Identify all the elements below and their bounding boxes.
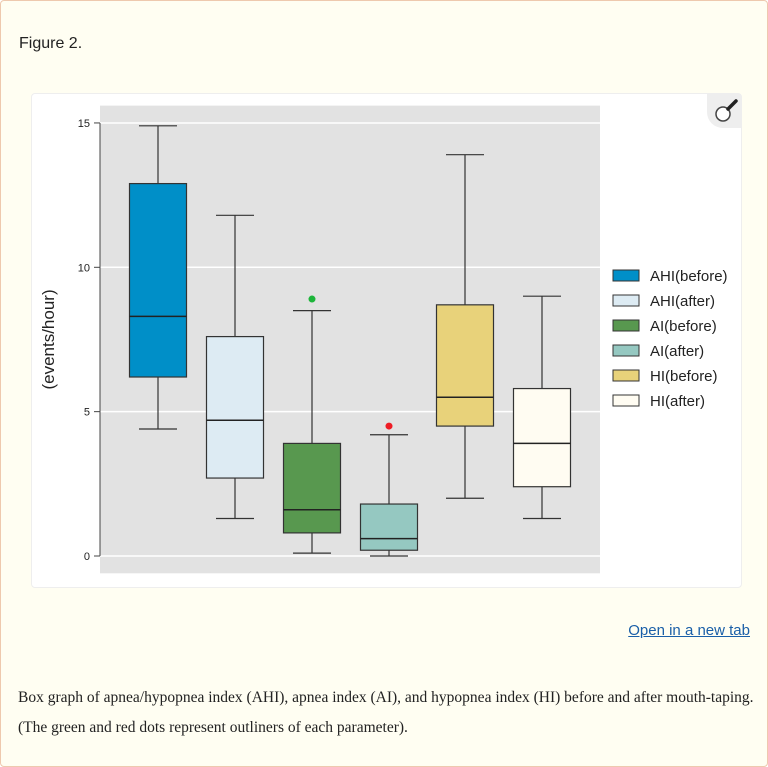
legend-swatch	[612, 369, 640, 382]
legend-swatch	[612, 294, 640, 307]
box-ahi-before	[128, 125, 188, 430]
figure-label: Figure 2.	[19, 35, 83, 52]
y-axis-label: (events/hour)	[39, 289, 58, 389]
box-iqr	[512, 387, 572, 488]
y-tick-label: 10	[78, 262, 90, 274]
legend-label: AHI(after)	[650, 293, 715, 310]
y-tick-label: 5	[84, 407, 90, 419]
legend-swatch	[612, 269, 640, 282]
box-hi-before	[435, 154, 495, 499]
figure-caption: Box graph of apnea/hypopnea index (AHI),…	[18, 689, 754, 736]
figure-image-container[interactable]: 0 5 10 15 (events/hour) AHI(before) AHI(after)…	[31, 93, 742, 588]
box-hi-after	[512, 295, 572, 520]
outlier-point	[308, 295, 316, 303]
box-ahi-after	[205, 214, 265, 520]
box-iqr	[128, 182, 188, 378]
legend-label: HI(before)	[650, 368, 718, 385]
box-ai-before	[282, 295, 342, 554]
box-iqr	[282, 442, 342, 534]
open-in-new-tab-link[interactable]: Open in a new tab	[628, 622, 750, 639]
legend-swatch	[612, 319, 640, 332]
zoom-button[interactable]	[707, 94, 741, 128]
outlier-point	[385, 422, 393, 430]
legend-label: AI(after)	[650, 343, 704, 360]
legend-label: HI(after)	[650, 393, 705, 410]
box-ai-after	[359, 422, 419, 557]
legend-swatch	[612, 344, 640, 357]
legend-label: AHI(before)	[650, 268, 728, 285]
box-iqr	[435, 304, 495, 427]
magnifier-icon	[715, 99, 738, 122]
box-plot: 0 5 10 15 (events/hour) AHI(before) AHI(after)…	[39, 105, 728, 574]
legend-label: AI(before)	[650, 318, 717, 335]
legend-swatch	[612, 394, 640, 407]
box-iqr	[359, 503, 419, 551]
box-iqr	[205, 335, 265, 479]
y-tick-label: 0	[84, 551, 90, 563]
y-tick-label: 15	[78, 118, 90, 130]
